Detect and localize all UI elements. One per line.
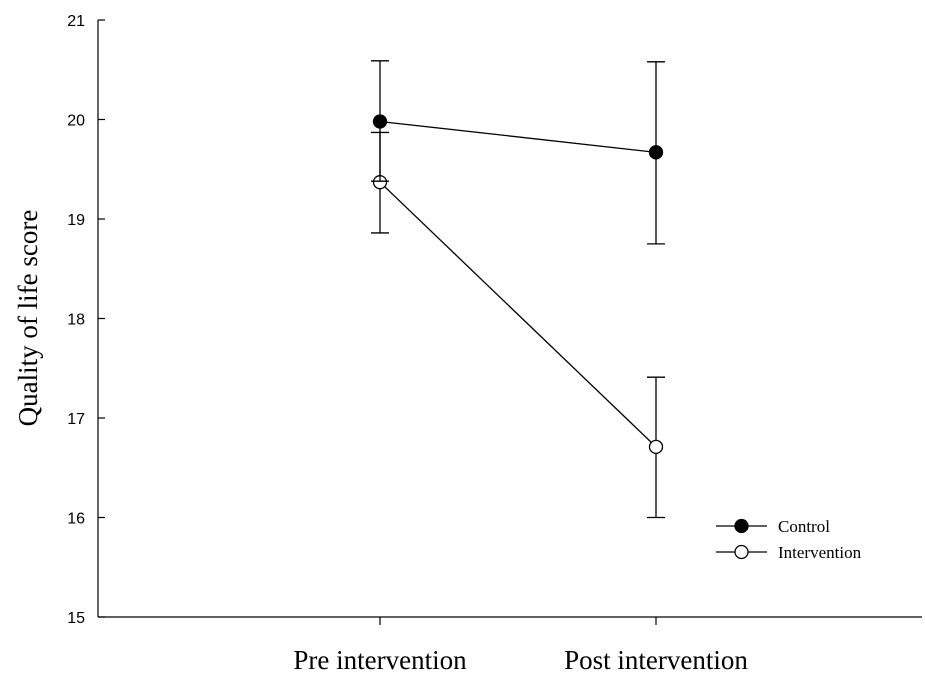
legend-item-control: Control <box>716 517 830 536</box>
series-line <box>379 181 657 448</box>
legend-item-intervention: Intervention <box>716 543 862 562</box>
y-tick-label: 18 <box>67 312 85 329</box>
y-tick-label: 19 <box>67 212 85 229</box>
y-axis-title: Quality of life score <box>13 210 43 427</box>
legend-marker-open <box>734 544 749 560</box>
x-category-label: Pre intervention <box>293 645 467 675</box>
y-tick-label: 16 <box>67 511 85 528</box>
legend: Control Intervention <box>716 517 862 562</box>
x-category-label: Post intervention <box>564 645 748 675</box>
series-line <box>379 120 657 153</box>
series-intervention <box>371 131 665 519</box>
y-tick-label: 20 <box>67 113 85 130</box>
series-layer <box>371 60 665 519</box>
series-control <box>371 60 665 245</box>
y-tick-label: 17 <box>67 411 85 428</box>
y-tick-label: 15 <box>67 610 85 627</box>
legend-marker-filled <box>734 518 749 534</box>
data-point-filled <box>372 114 388 129</box>
legend-label: Control <box>778 517 830 536</box>
axes: 15 16 17 18 19 20 21 Pre intervention Post inter… <box>67 13 922 675</box>
data-point-filled <box>648 145 664 160</box>
data-point-open <box>648 439 664 455</box>
y-tick-label: 21 <box>67 13 85 30</box>
legend-label: Intervention <box>778 543 862 562</box>
